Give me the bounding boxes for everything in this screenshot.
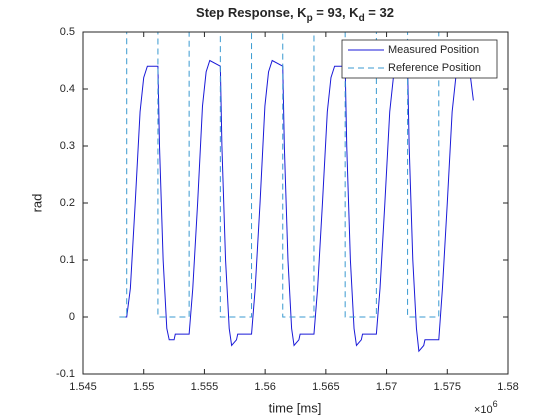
series-line (119, 32, 473, 318)
x-tick-label: 1.56 (254, 381, 275, 393)
plot-area (83, 32, 508, 374)
title-subscript: p (307, 13, 313, 24)
y-tick-label: -0.1 (56, 368, 75, 380)
exponent-power: 6 (493, 399, 498, 409)
title-part: = 32 (365, 5, 394, 20)
y-tick-label: 0.3 (60, 140, 75, 152)
x-tick-label: 1.565 (312, 381, 340, 393)
exponent-base: ×10 (474, 404, 493, 416)
x-tick-label: 1.575 (434, 381, 462, 393)
series-line (119, 59, 474, 353)
axes-box (82, 31, 509, 375)
x-axis-label: time [ms] (269, 400, 322, 415)
x-tick-label: 1.545 (69, 381, 97, 393)
legend-box (341, 39, 498, 79)
x-tick-label: 1.58 (497, 381, 518, 393)
legend-label: Measured Position (388, 44, 479, 56)
y-tick-label: 0 (69, 311, 75, 323)
y-tick-label: 0.5 (60, 26, 75, 38)
y-axis-label: rad (29, 194, 44, 213)
y-tick-label: 0.4 (60, 83, 75, 95)
x-exponent: ×106 (474, 399, 498, 416)
chart-title: Step Response, Kp = 93, Kd = 32 (196, 5, 394, 23)
legend-label: Reference Position (388, 62, 481, 74)
x-tick-label: 1.55 (133, 381, 154, 393)
title-part: Step Response, K (196, 5, 307, 20)
y-tick-label: 0.1 (60, 254, 75, 266)
title-subscript: d (359, 13, 365, 24)
y-tick-label: 0.2 (60, 197, 75, 209)
x-tick-label: 1.555 (191, 381, 219, 393)
x-tick-label: 1.57 (376, 381, 397, 393)
title-part: = 93, K (313, 5, 359, 20)
